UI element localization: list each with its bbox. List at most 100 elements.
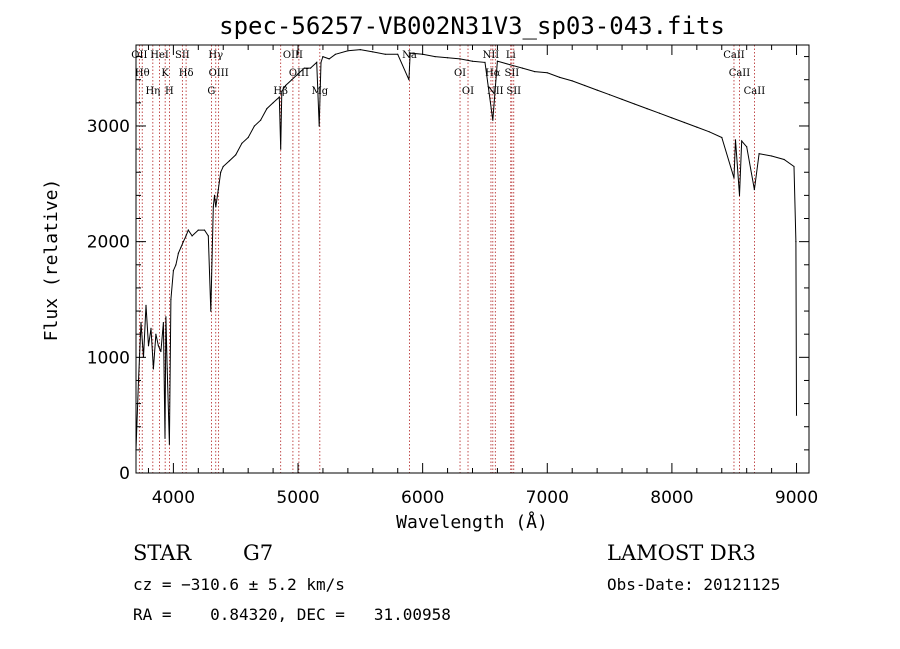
- y-tick-label-3: 3000: [87, 117, 130, 137]
- spectrum-point-28: [210, 310, 212, 312]
- spectrum-point-99: [793, 165, 795, 168]
- chart-title: spec-56257-VB002N31V3_sp03-043.fits: [219, 12, 725, 40]
- spectrum-point-30: [213, 194, 216, 196]
- spectrum-point-13: [165, 316, 167, 318]
- spectrum-point-35: [228, 160, 231, 162]
- spectrum-point-23: [187, 229, 189, 231]
- spectrum-point-78: [584, 84, 586, 87]
- line-label-24: CaII: [723, 50, 745, 61]
- line-labels: OIIHθHηHeIKHSIIHδGHγOIIIHβOIIIOIIIMgNaOI…: [131, 50, 765, 97]
- line-label-17: OI: [462, 86, 474, 97]
- spectrum-point-61: [397, 53, 399, 55]
- spectrum-point-24: [191, 235, 193, 237]
- spectrum-point-66: [447, 57, 449, 59]
- spectrum-point-22: [185, 235, 187, 237]
- spectrum-point-41: [266, 108, 268, 110]
- line-label-23: SII: [506, 86, 521, 97]
- spectrum-point-96: [758, 153, 760, 155]
- spectrum-point-25: [197, 229, 199, 231]
- spectrum-point-47: [291, 79, 293, 81]
- line-label-19: Hα: [485, 68, 501, 79]
- spectrum-point-31: [215, 206, 217, 208]
- spectrum-point-55: [328, 58, 330, 60]
- spectrum-point-80: [609, 94, 611, 96]
- y-tick-label-1: 1000: [87, 348, 130, 368]
- spectrum-point-57: [347, 50, 349, 52]
- axis-ticks: 4000 5000 6000 7000 8000 9000 0 1000 2000 3000: [87, 45, 818, 508]
- spectrum-point-70: [492, 119, 494, 121]
- x-tick-label-3: 7000: [526, 488, 569, 508]
- spectrum-point-36: [235, 154, 237, 156]
- line-label-9: Hγ: [208, 50, 223, 61]
- spectrum-point-53: [320, 61, 322, 64]
- x-tick-label-5: 9000: [775, 488, 818, 508]
- spectrum-point-29: [212, 206, 214, 208]
- object-class: STAR: [133, 541, 192, 565]
- spectrum-point-48: [297, 73, 299, 75]
- x-tick-label-2: 6000: [401, 488, 444, 508]
- spectrum-point-76: [559, 76, 561, 78]
- spectrum-point-60: [384, 53, 386, 55]
- spectrum-point-18: [175, 264, 177, 266]
- spectrum-point-71: [496, 60, 498, 62]
- spectrum-point-50: [309, 67, 312, 69]
- spectrum-point-94: [746, 146, 748, 148]
- spectrum-point-51: [316, 61, 318, 64]
- object-subclass: G7: [243, 541, 273, 565]
- spectrum-point-72: [509, 64, 511, 66]
- spectrum-point-89: [721, 136, 723, 139]
- spectrum-point-54: [322, 56, 324, 58]
- spectrum-point-56: [334, 53, 336, 55]
- spectrum-point-74: [534, 71, 536, 73]
- line-label-20: NII: [487, 86, 504, 97]
- spectrum-point-8: [155, 333, 157, 335]
- spectrum-point-40: [260, 119, 262, 121]
- line-label-18: NII: [483, 50, 500, 61]
- line-label-2: Hη: [145, 86, 160, 97]
- spectrum-point-88: [708, 131, 710, 133]
- survey-name: LAMOST DR3: [607, 541, 756, 565]
- spectrum-point-38: [247, 136, 249, 139]
- line-label-7: Hδ: [179, 68, 194, 79]
- spectrum-point-52: [318, 125, 320, 127]
- spectrum-point-85: [671, 117, 673, 119]
- spectrum-point-46: [285, 84, 287, 87]
- spectrum-point-44: [280, 148, 282, 150]
- spectrum-point-9: [157, 345, 159, 347]
- line-label-14: Mg: [312, 86, 329, 97]
- line-label-5: H: [165, 86, 174, 97]
- spectrum-point-101: [795, 414, 798, 416]
- spectrum-point-84: [658, 112, 661, 114]
- spectrum-point-17: [172, 270, 174, 272]
- spectrum-point-63: [409, 52, 411, 54]
- spectrum-point-79: [596, 89, 598, 91]
- line-label-22: SII: [505, 68, 520, 79]
- ra-dec: RA = 0.84320, DEC = 31.00958: [133, 605, 451, 624]
- spectrum-point-62: [408, 79, 410, 81]
- spectrum-point-75: [546, 72, 548, 74]
- y-axis-label: Flux (relative): [41, 179, 62, 342]
- spectrum-point-15: [168, 443, 170, 445]
- line-label-10: OIII: [209, 68, 229, 79]
- line-label-13: OIII: [289, 68, 309, 79]
- spectrum-point-2: [140, 322, 142, 324]
- redshift-cz: cz = −310.6 ± 5.2 km/s: [133, 575, 345, 594]
- spectrum-point-81: [621, 98, 623, 100]
- spectrum-point-77: [571, 80, 573, 82]
- spectrum-point-26: [203, 229, 206, 231]
- spectrum-point-33: [220, 171, 222, 173]
- line-label-12: OIII: [283, 50, 303, 61]
- spectrum-point-93: [741, 140, 743, 142]
- line-label-1: Hθ: [135, 68, 150, 79]
- spectrum-point-5: [147, 345, 150, 347]
- line-label-6: SII: [175, 50, 190, 61]
- spectrum-point-43: [278, 96, 280, 98]
- spectrum-point-73: [521, 67, 524, 69]
- spectrum-point-20: [180, 246, 182, 248]
- line-label-4: K: [161, 68, 169, 79]
- spectrum-point-27: [207, 235, 209, 237]
- y-tick-label-0: 0: [119, 464, 130, 484]
- spectrum-line-0: [135, 49, 797, 450]
- spectrum-point-34: [222, 165, 224, 168]
